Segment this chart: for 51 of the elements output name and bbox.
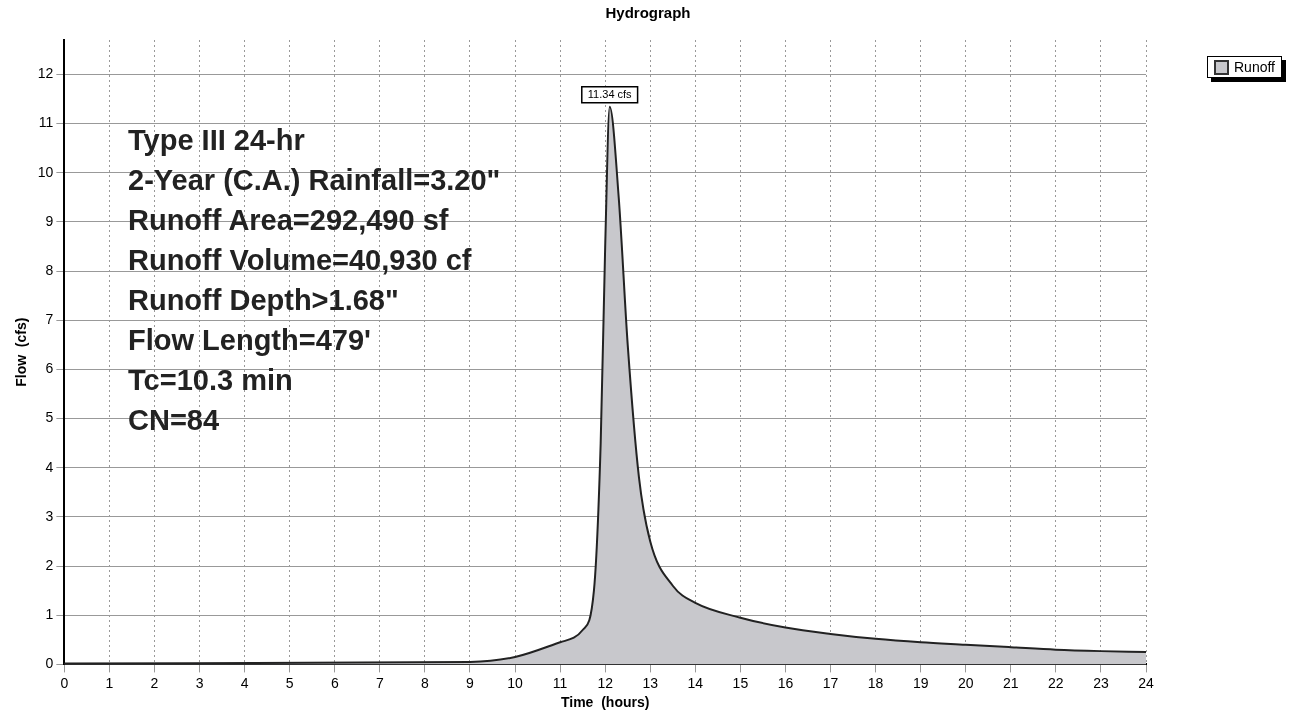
annotation: Runoff Depth>1.68" xyxy=(128,283,400,318)
annotation: CN=84 xyxy=(128,403,221,438)
x-tick-label: 15 xyxy=(732,674,749,691)
x-tick-label: 7 xyxy=(375,674,384,691)
x-tick-label: 11 xyxy=(552,674,568,691)
y-tick-label: 2 xyxy=(45,556,54,573)
y-tick-label: 1 xyxy=(45,606,54,623)
x-tick-label: 21 xyxy=(1003,674,1019,691)
y-tick-label: 0 xyxy=(45,655,54,672)
x-tick-label: 22 xyxy=(1048,674,1064,691)
y-tick-label: 8 xyxy=(45,261,54,278)
x-tick-label: 18 xyxy=(867,674,884,691)
x-tick-label: 9 xyxy=(466,674,475,691)
x-tick-label: 0 xyxy=(60,674,69,691)
annotation: Type III 24-hr xyxy=(128,123,306,158)
y-tick-label: 9 xyxy=(45,212,54,229)
annotation: Runoff Volume=40,930 cf xyxy=(128,243,473,278)
x-tick-label: 6 xyxy=(330,674,339,691)
chart-title: Hydrograph xyxy=(604,4,692,21)
x-tick-label: 8 xyxy=(421,674,430,691)
y-tick-label: 7 xyxy=(45,311,54,328)
x-tick-label: 14 xyxy=(687,674,704,691)
x-tick-label: 17 xyxy=(822,674,839,691)
x-tick-label: 24 xyxy=(1138,674,1154,691)
y-tick-label: 11 xyxy=(38,114,54,131)
x-tick-label: 3 xyxy=(195,674,204,691)
x-tick-label: 2 xyxy=(150,674,159,691)
annotation: Runoff Area=292,490 sf xyxy=(128,203,450,238)
y-tick-label: 10 xyxy=(37,163,54,180)
x-axis-title: Time (hours) xyxy=(560,694,650,711)
data-label: 11.34 cfs xyxy=(587,87,633,100)
x-tick-label: 1 xyxy=(105,674,114,691)
legend-label: Runoff xyxy=(1234,59,1275,75)
annotation: Flow Length=479' xyxy=(128,323,372,358)
x-tick-label: 12 xyxy=(597,674,614,691)
x-tick-label: 13 xyxy=(642,674,659,691)
x-tick-label: 19 xyxy=(912,674,929,691)
x-tick-label: 16 xyxy=(777,674,794,691)
y-tick-label: 12 xyxy=(37,65,54,82)
x-tick-label: 10 xyxy=(507,674,524,691)
annotation: 2-Year (C.A.) Rainfall=3.20" xyxy=(128,163,501,198)
x-tick-label: 20 xyxy=(957,674,974,691)
y-tick-label: 5 xyxy=(45,409,54,426)
x-tick-label: 5 xyxy=(285,674,294,691)
y-tick-label: 3 xyxy=(45,507,54,524)
y-tick-label: 6 xyxy=(45,360,54,377)
annotation: Tc=10.3 min xyxy=(128,363,294,398)
x-tick-label: 23 xyxy=(1093,674,1109,691)
y-axis-title: Flow (cfs) xyxy=(13,317,30,387)
x-tick-label: 4 xyxy=(240,674,249,691)
y-tick-label: 4 xyxy=(45,458,54,475)
